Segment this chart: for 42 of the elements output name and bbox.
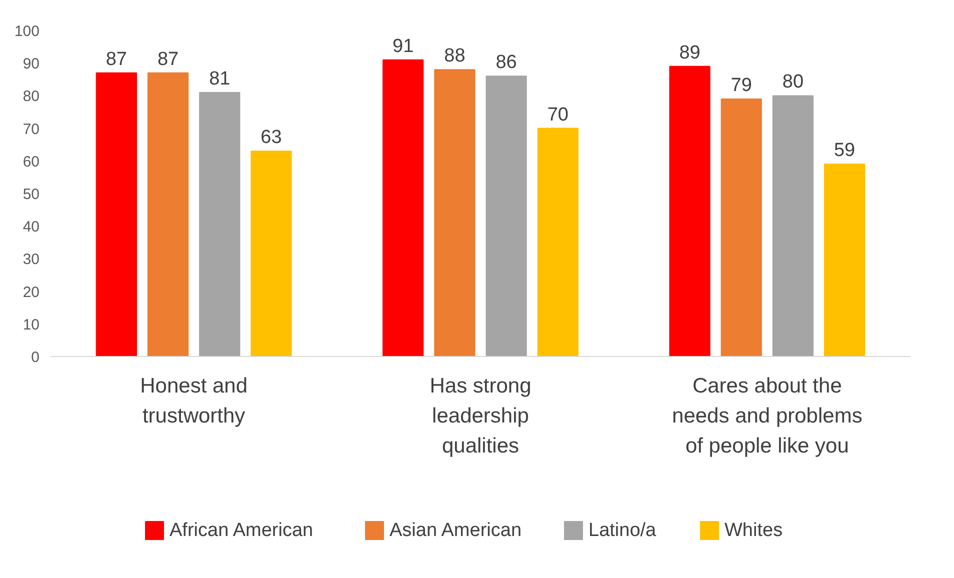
bar	[720, 98, 762, 356]
data-label: 80	[782, 72, 804, 93]
bar	[147, 72, 189, 356]
bar	[824, 164, 866, 356]
bar	[434, 69, 476, 356]
data-label: 81	[209, 68, 230, 90]
bar	[486, 76, 527, 356]
data-label: 91	[392, 36, 414, 57]
data-label: 70	[547, 104, 568, 126]
y-tick-label: 50	[22, 186, 40, 203]
legend-label: Asian American	[390, 520, 522, 541]
y-tick-label: 70	[22, 120, 40, 138]
bar	[382, 59, 424, 356]
data-label: 86	[496, 52, 517, 74]
bar	[199, 92, 240, 356]
y-tick-label: 30	[22, 251, 40, 268]
legend-label: African American	[170, 520, 314, 541]
bar	[537, 128, 578, 356]
bar	[669, 66, 710, 356]
data-label: 87	[106, 48, 128, 70]
x-tick-label: Cares about the needs and problems of people like you	[672, 374, 862, 458]
y-tick-label: 40	[22, 218, 40, 236]
bar	[96, 72, 137, 356]
y-tick-label: 90	[22, 56, 40, 73]
y-tick-label: 10	[22, 316, 40, 334]
y-tick-label: 60	[22, 153, 40, 170]
bar	[772, 95, 814, 356]
legend-label: Latino/a	[588, 520, 657, 541]
legend-label: Whites	[724, 520, 783, 541]
bar	[250, 150, 292, 356]
y-tick-label: 0	[31, 349, 40, 366]
x-tick-label: Honest and trustworthy	[140, 374, 248, 428]
x-tick-label: Has strong leadership qualities	[430, 374, 532, 458]
data-label: 89	[679, 42, 700, 64]
data-label: 87	[157, 48, 179, 70]
y-tick-label: 100	[14, 23, 40, 40]
data-label: 79	[730, 74, 752, 96]
data-label: 59	[834, 140, 856, 162]
data-label: 63	[260, 127, 282, 148]
data-label: 88	[444, 46, 466, 67]
y-tick-label: 80	[22, 88, 40, 106]
y-tick-label: 20	[22, 284, 40, 301]
